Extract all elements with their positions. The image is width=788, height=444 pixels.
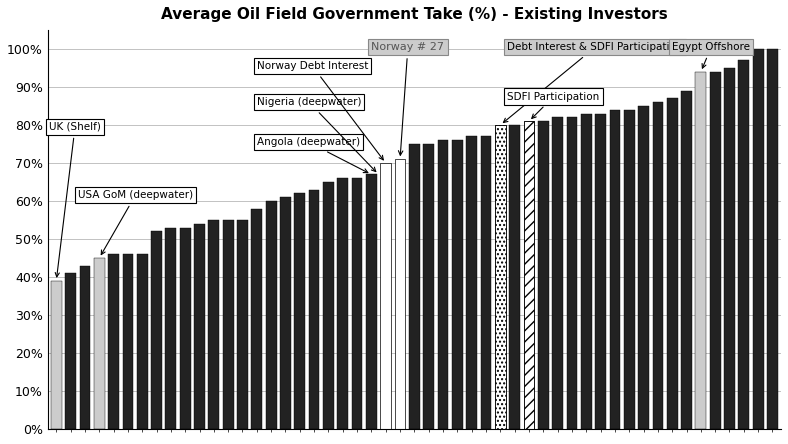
Bar bbox=[194, 224, 205, 429]
Bar bbox=[567, 118, 578, 429]
Text: UK (Shelf): UK (Shelf) bbox=[49, 122, 101, 277]
Bar bbox=[696, 72, 706, 429]
Text: Norway Debt Interest: Norway Debt Interest bbox=[257, 61, 383, 160]
Bar bbox=[137, 254, 147, 429]
Bar bbox=[538, 121, 548, 429]
Bar bbox=[381, 163, 391, 429]
Bar bbox=[323, 182, 334, 429]
Bar bbox=[366, 174, 377, 429]
Bar bbox=[581, 114, 592, 429]
Text: USA GoM (deepwater): USA GoM (deepwater) bbox=[78, 190, 193, 254]
Bar bbox=[65, 273, 76, 429]
Bar bbox=[165, 228, 177, 429]
Bar bbox=[523, 121, 534, 429]
Bar bbox=[180, 228, 191, 429]
Bar bbox=[94, 258, 105, 429]
Bar bbox=[552, 118, 563, 429]
Bar bbox=[724, 68, 735, 429]
Text: Egypt Offshore: Egypt Offshore bbox=[672, 42, 750, 68]
Bar bbox=[509, 125, 520, 429]
Bar bbox=[423, 144, 434, 429]
Bar bbox=[495, 125, 506, 429]
Bar bbox=[151, 231, 162, 429]
Bar bbox=[681, 91, 692, 429]
Bar bbox=[710, 72, 720, 429]
Bar bbox=[395, 159, 405, 429]
Bar bbox=[610, 110, 620, 429]
Bar bbox=[309, 190, 319, 429]
Bar bbox=[266, 201, 277, 429]
Bar bbox=[437, 140, 448, 429]
Bar bbox=[452, 140, 463, 429]
Bar bbox=[51, 281, 61, 429]
Text: Debt Interest & SDFI Participation: Debt Interest & SDFI Participation bbox=[504, 42, 683, 123]
Bar bbox=[108, 254, 119, 429]
Text: Norway # 27: Norway # 27 bbox=[371, 42, 444, 155]
Bar bbox=[753, 49, 764, 429]
Bar bbox=[523, 121, 534, 429]
Bar bbox=[652, 102, 663, 429]
Bar bbox=[466, 136, 477, 429]
Bar bbox=[409, 144, 420, 429]
Bar bbox=[337, 178, 348, 429]
Text: Nigeria (deepwater): Nigeria (deepwater) bbox=[257, 97, 376, 171]
Bar bbox=[351, 178, 362, 429]
Bar bbox=[295, 194, 305, 429]
Text: Angola (deepwater): Angola (deepwater) bbox=[257, 137, 368, 173]
Bar bbox=[638, 106, 649, 429]
Bar bbox=[223, 220, 233, 429]
Bar bbox=[280, 197, 291, 429]
Bar bbox=[122, 254, 133, 429]
Bar bbox=[251, 209, 262, 429]
Bar bbox=[80, 266, 91, 429]
Bar bbox=[624, 110, 634, 429]
Bar bbox=[495, 125, 506, 429]
Bar bbox=[738, 60, 749, 429]
Bar bbox=[237, 220, 248, 429]
Bar bbox=[667, 99, 678, 429]
Title: Average Oil Field Government Take (%) - Existing Investors: Average Oil Field Government Take (%) - … bbox=[161, 7, 667, 22]
Text: SDFI Participation: SDFI Participation bbox=[507, 91, 600, 119]
Bar bbox=[209, 220, 219, 429]
Bar bbox=[595, 114, 606, 429]
Bar bbox=[481, 136, 492, 429]
Bar bbox=[767, 49, 778, 429]
